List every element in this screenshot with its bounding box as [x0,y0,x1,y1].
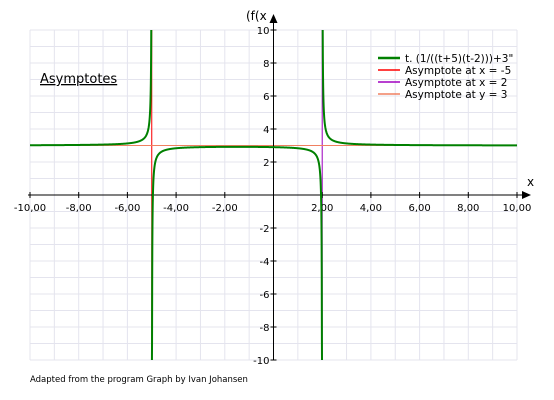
asymptotes-annotation: Asymptotes [40,72,117,87]
y-tick-label: -8 [260,323,270,334]
x-tick-label: 4,00 [360,203,382,214]
axes [28,14,531,360]
x-tick-label: -6,00 [114,203,140,214]
y-tick-label: -2 [260,224,270,235]
x-tick-label: 8,00 [457,203,479,214]
y-tick-label: -6 [260,290,270,301]
y-tick-label: 2 [263,158,269,169]
y-tick-label: 10 [257,26,270,37]
y-tick-label: -4 [260,257,270,268]
x-tick-label: -2,00 [212,203,238,214]
function-curve [30,30,517,360]
y-tick-label: -10 [253,356,269,367]
y-axis-arrow [269,14,278,23]
legend: t. (1/((t+5)(t-2)))+3"Asymptote at x = -… [378,53,513,101]
legend-entry-2: Asymptote at x = 2 [405,77,507,89]
function-branch-2 [321,30,517,147]
y-tick-label: 4 [263,125,269,136]
function-branch-0 [30,30,153,147]
x-tick-label: -8,00 [66,203,92,214]
x-tick-label: -10,00 [14,203,46,214]
function-branch-1 [150,145,324,360]
x-tick-label: 10,00 [503,203,532,214]
x-axis-arrow [522,191,531,199]
legend-entry-3: Asymptote at y = 3 [405,89,507,101]
y-axis-label: (f(x [246,9,267,23]
credit-text: Adapted from the program Graph by Ivan J… [30,375,248,385]
y-tick-labels: -10 -8 -6 -4 -2 2 4 6 8 10 [253,26,277,367]
x-tick-label: 6,00 [408,203,430,214]
legend-entry-0: t. (1/((t+5)(t-2)))+3" [405,53,513,65]
legend-entry-1: Asymptote at x = -5 [405,65,511,77]
x-tick-label: -4,00 [163,203,189,214]
y-tick-label: 8 [263,59,269,70]
x-axis-label: x [527,175,534,189]
y-tick-label: 6 [263,92,269,103]
